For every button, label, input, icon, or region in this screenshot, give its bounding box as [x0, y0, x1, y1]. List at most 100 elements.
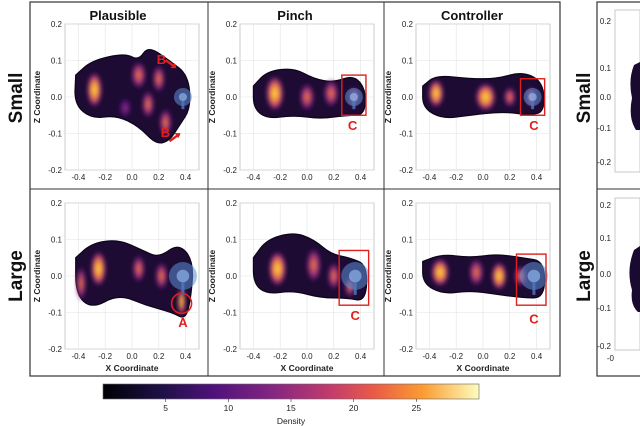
density-hotspot [75, 265, 87, 302]
x-tick-label: 0.0 [477, 173, 489, 182]
y-axis-label: Z Coordinate [383, 250, 393, 303]
density-hotspot [323, 78, 340, 108]
column-title-controller: Controller [441, 8, 503, 23]
y-tick-label: 0.0 [51, 93, 63, 102]
x-tick-label: 0.2 [153, 173, 165, 182]
target-core [528, 92, 537, 102]
target-stem [532, 282, 536, 295]
highlight-box [519, 78, 546, 116]
y-tick-label: 0.0 [402, 93, 414, 102]
x-tick-label: 0.0 [126, 173, 138, 182]
highlight-box [338, 249, 370, 306]
y-tick-label: -0.2 [48, 166, 62, 175]
density-hotspot [428, 78, 445, 108]
y-tick-label: 0.2 [402, 20, 414, 29]
target-core [349, 92, 358, 102]
y-tick-label: 0.1 [226, 57, 238, 66]
y-tick-label: 0.1 [402, 236, 414, 245]
annotation-label: C [351, 308, 361, 323]
density-hotspot [468, 257, 485, 287]
x-tick-label: 0.2 [328, 173, 340, 182]
column-title-plausible: Plausible [89, 8, 146, 23]
x-tick-label: 0.0 [301, 173, 313, 182]
x-tick-label: -0.4 [247, 173, 261, 182]
y-axis-label: Z Coordinate [32, 250, 42, 303]
y-tick-label: -0.2 [223, 166, 237, 175]
x-tick-label: -0.4 [423, 173, 437, 182]
panel-large-plausible: A -0.4 -0.2 0.0 0.2 0.4 0.2 0.1 0.0 -0.1 -0.2 Z Coo… [32, 199, 200, 373]
target-stem [353, 282, 357, 295]
panel-small-plausible: B B -0.4 -0.2 0.0 0.2 0.4 0.2 0.1 0.0 -0.1 -0.2 Z Co… [32, 20, 200, 182]
y-axis-label: Z Coordinate [32, 71, 42, 124]
x-tick-label: 0.2 [504, 173, 516, 182]
colorbar [102, 383, 480, 400]
svg-text:-0.1: -0.1 [597, 304, 611, 313]
density-hotspot [158, 107, 173, 138]
highlight-box [515, 253, 547, 306]
colorbar-tick-label: 25 [412, 403, 422, 413]
x-tick-label: -0.2 [449, 173, 463, 182]
y-tick-label: -0.2 [399, 345, 413, 354]
x-tick-label: -0.2 [98, 173, 112, 182]
colorbar-tick-label: 20 [349, 403, 359, 413]
x-tick-label: -0.4 [72, 173, 86, 182]
annotation-label: C [348, 118, 358, 133]
y-tick-label: 0.2 [51, 20, 63, 29]
x-tick-label: 0.2 [328, 352, 340, 361]
density-hotspot [503, 86, 517, 108]
svg-text:0.0: 0.0 [600, 93, 612, 102]
target-stem [181, 282, 185, 295]
density-hotspot [298, 82, 316, 112]
y-tick-label: 0.2 [226, 20, 238, 29]
y-tick-label: -0.1 [223, 309, 237, 318]
y-tick-label: 0.1 [51, 236, 63, 245]
target-stem [181, 101, 185, 110]
density-hotspot [152, 64, 166, 94]
row-label-large: Large [6, 250, 27, 302]
density-hotspot [265, 75, 285, 112]
y-tick-label: 0.1 [402, 57, 414, 66]
density-hotspot [268, 250, 287, 287]
x-tick-label: 0.4 [180, 173, 192, 182]
density-hotspot [305, 246, 322, 284]
target-core [527, 269, 541, 283]
x-tick-label: -0.2 [273, 352, 287, 361]
y-axis-label: Z Coordinate [383, 71, 393, 124]
svg-text:-0.1: -0.1 [597, 124, 611, 133]
annotation-arrowhead [174, 133, 181, 139]
colorbar-tick-label: 10 [224, 403, 234, 413]
x-tick-label: -0.2 [273, 173, 287, 182]
y-tick-label: 0.0 [51, 272, 63, 281]
svg-text:0.2: 0.2 [600, 201, 612, 210]
x-tick-label: -0.4 [423, 352, 437, 361]
density-hotspot [130, 60, 147, 90]
svg-text:0.1: 0.1 [600, 234, 612, 243]
svg-text:0.1: 0.1 [600, 64, 612, 73]
density-hotspot [90, 250, 107, 287]
annotation-label: C [529, 311, 539, 326]
density-hotspot [491, 261, 508, 291]
y-tick-label: -0.2 [48, 345, 62, 354]
y-tick-label: 0.0 [226, 272, 238, 281]
density-hotspot [132, 254, 146, 284]
column-title-pinch: Pinch [277, 8, 312, 23]
x-tick-label: 0.2 [153, 352, 165, 361]
y-tick-label: -0.2 [223, 345, 237, 354]
annotation-label: B [161, 125, 170, 140]
highlight-box [341, 74, 367, 116]
cropped-row-label-large: Large [574, 250, 595, 302]
target-stem [352, 101, 356, 110]
x-axis-label: X Coordinate [281, 363, 334, 373]
annotation-label: C [529, 118, 539, 133]
density-hotspot [154, 261, 169, 291]
svg-text:-0: -0 [607, 354, 615, 363]
row-label-small: Small [6, 73, 27, 124]
target-core [348, 269, 362, 283]
y-tick-label: -0.2 [399, 166, 413, 175]
x-tick-label: 0.0 [301, 352, 313, 361]
cropped-second-figure: Small Large 0.2 0.1 0.0 -0.1 -0.2 0.2 0.… [574, 1, 640, 377]
panel-large-pinch: C -0.4 -0.2 0.0 0.2 0.4 0.2 0.1 0.0 -0.1 -0.2 Z Coo… [207, 199, 375, 373]
annotation-label: B [157, 52, 166, 67]
svg-text:0.0: 0.0 [600, 270, 612, 279]
x-tick-label: 0.0 [126, 352, 138, 361]
